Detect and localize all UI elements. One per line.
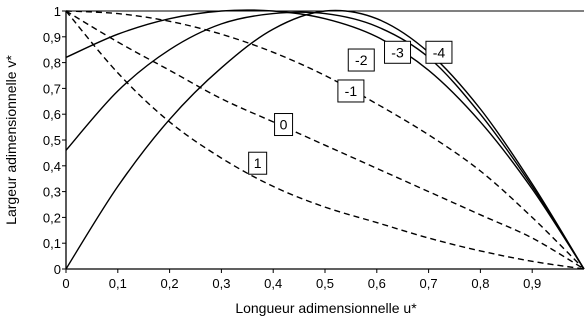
curve-label: -3 [384,40,412,64]
plot-frame [65,10,584,270]
x-tick-label: 0,9 [523,276,541,291]
x-tick-label: 0,5 [316,276,334,291]
y-tick-label: 0,7 [43,81,61,96]
y-tick-label: 0,9 [43,30,61,45]
curve-labels: 1 0 -1 -2 -3 -4 [248,40,453,175]
series-line-minus1 [65,10,585,270]
y-tick-label: 0,8 [43,56,61,71]
y-tick-label: 0,4 [43,159,61,174]
curve-label: -4 [425,40,453,64]
curve-label: 1 [248,151,268,175]
y-tick-label: 0,6 [43,107,61,122]
x-axis: 0 0,1 0,2 0,3 0,4 0,5 0,6 0,7 0,8 0,9 [62,269,541,291]
curve-label-text: 1 [254,155,262,171]
x-tick-label: 0,7 [420,276,438,291]
x-tick-label: 0,8 [471,276,489,291]
x-tick-label: 0,4 [264,276,282,291]
curve-label-text: -2 [355,52,368,68]
y-tick-label: 0,5 [43,133,61,148]
x-tick-label: 0,2 [161,276,179,291]
curve-label-box [347,48,375,72]
x-tick-label: 0 [62,276,69,291]
y-tick-label: 0 [54,262,61,277]
x-tick-label: 0,3 [212,276,230,291]
curve-label-box [248,151,268,175]
series-line-minus4 [65,9,585,270]
series-line-minus3 [65,11,585,270]
y-tick-label: 1 [54,4,61,19]
curve-label: 0 [274,113,294,137]
curve-label: -1 [337,79,365,103]
x-tick-label: 0,6 [368,276,386,291]
series-line-minus2 [65,9,585,270]
x-tick-label: 0,1 [109,276,127,291]
y-tick-label: 0,2 [43,210,61,225]
curve-label-text: -1 [345,83,358,99]
curve-label: -2 [347,48,375,72]
x-axis-title: Longueur adimensionnelle u* [235,300,417,316]
series-line-1 [65,10,585,270]
curve-label-box [384,40,412,64]
curve-label-box [425,40,453,64]
y-axis: 0 0,1 0,2 0,3 0,4 0,5 0,6 0,7 0,8 0,9 1 [43,4,66,277]
y-tick-label: 0,3 [43,185,61,200]
curve-label-text: -4 [433,44,446,60]
y-axis-title: Largeur adimensionnelle v* [3,55,19,225]
series-layer [65,9,585,270]
series-line-0 [65,10,585,270]
curve-label-text: 0 [280,117,288,133]
curve-label-box [274,113,294,137]
y-tick-label: 0,1 [43,236,61,251]
curve-label-text: -3 [391,44,404,60]
curve-label-box [337,79,365,103]
